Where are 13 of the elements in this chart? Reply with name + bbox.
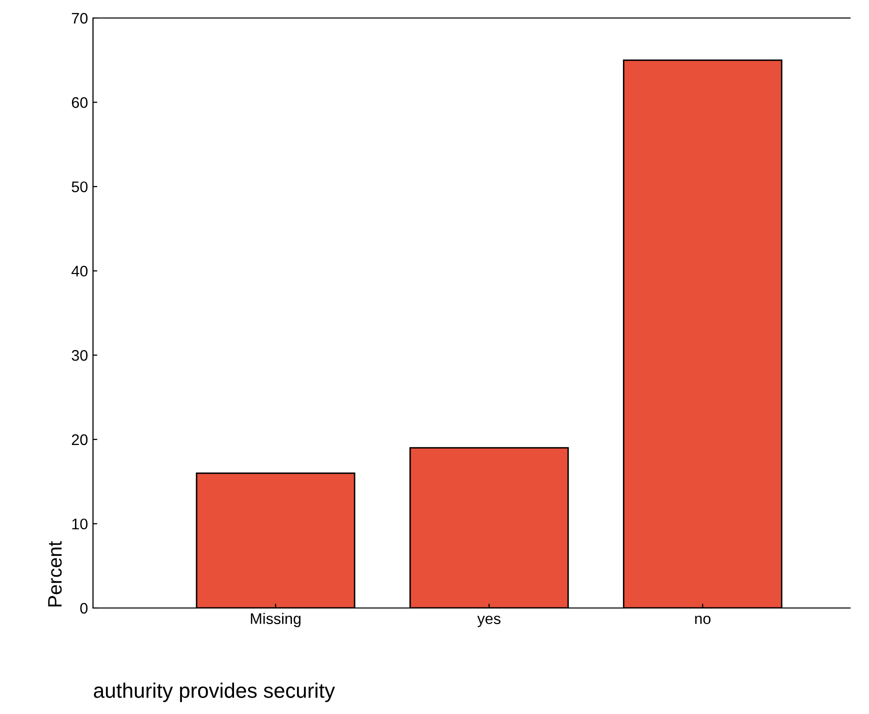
- y-tick-label: 40: [72, 266, 88, 277]
- y-tick-label: 10: [72, 518, 88, 530]
- x-tick-label: yes: [477, 616, 500, 628]
- y-axis-title: Percent: [48, 541, 62, 606]
- x-tick-label: Missing: [250, 612, 300, 628]
- y-tick-label: 60: [72, 97, 88, 108]
- x-axis-title: authurity provides security: [94, 682, 335, 702]
- y-tick-label: 20: [72, 434, 88, 446]
- x-tick-label: no: [695, 616, 711, 624]
- y-tick-label: 0: [80, 602, 88, 614]
- y-tick-label: 30: [72, 350, 88, 361]
- y-tick-label: 50: [72, 181, 88, 192]
- y-tick-label: 70: [72, 12, 88, 24]
